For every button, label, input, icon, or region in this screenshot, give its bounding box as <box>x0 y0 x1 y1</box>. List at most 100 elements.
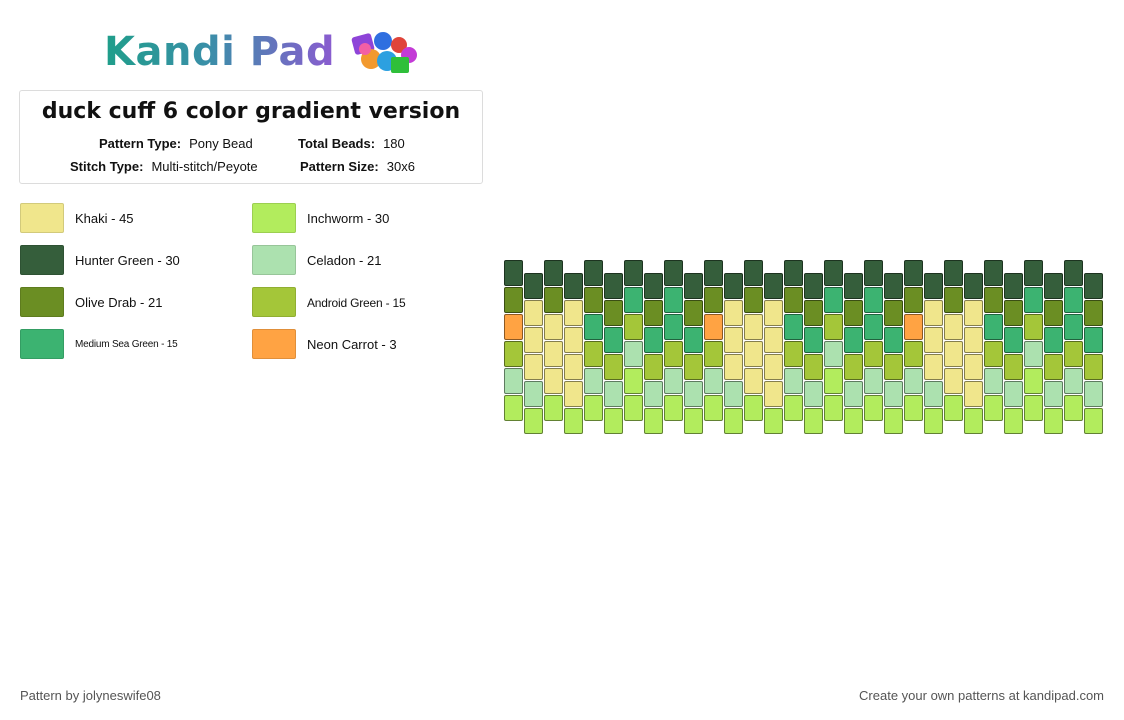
bead <box>1024 287 1043 313</box>
kandipad-link[interactable]: Create your own patterns at kandipad.com <box>859 688 1104 703</box>
bead <box>544 341 563 367</box>
bead <box>704 287 723 313</box>
bead <box>904 260 923 286</box>
bead <box>784 395 803 421</box>
bead <box>504 287 523 313</box>
bead <box>564 408 583 434</box>
stitch-type-value: Multi-stitch/Peyote <box>151 159 258 174</box>
bead <box>704 368 723 394</box>
bead <box>804 381 823 407</box>
bead <box>704 260 723 286</box>
swatch-celadon <box>252 245 296 275</box>
bead <box>864 314 883 340</box>
bead <box>984 368 1003 394</box>
bead <box>524 300 543 326</box>
bead <box>864 341 883 367</box>
bead <box>804 327 823 353</box>
pattern-credit[interactable]: Pattern by jolyneswife08 <box>20 688 161 703</box>
bead <box>644 381 663 407</box>
bead <box>724 408 743 434</box>
bead <box>1064 368 1083 394</box>
bead <box>1084 300 1103 326</box>
bead <box>924 354 943 380</box>
bead <box>624 314 643 340</box>
bead <box>864 368 883 394</box>
bead <box>1024 314 1043 340</box>
bead <box>504 395 523 421</box>
bead <box>564 381 583 407</box>
bead <box>864 287 883 313</box>
bead <box>824 341 843 367</box>
bead <box>944 395 963 421</box>
bead <box>624 341 643 367</box>
bead <box>804 300 823 326</box>
pattern-type: Pattern Type: Pony Bead <box>99 136 253 151</box>
bead <box>884 273 903 299</box>
bead <box>844 327 863 353</box>
bead <box>644 354 663 380</box>
bead <box>1024 260 1043 286</box>
bead <box>664 287 683 313</box>
bead <box>764 273 783 299</box>
bead <box>504 260 523 286</box>
total-beads-value: 180 <box>383 136 405 151</box>
pattern-title: duck cuff 6 color gradient version <box>41 99 461 124</box>
bead <box>824 314 843 340</box>
bead <box>604 408 623 434</box>
pattern-type-value: Pony Bead <box>189 136 253 151</box>
kandi-pad-logo[interactable]: Kandi Pad <box>104 22 421 82</box>
bead <box>964 327 983 353</box>
pattern-size-label: Pattern Size: <box>300 159 379 174</box>
legend-label-medium-sea-green: Medium Sea Green - 15 <box>75 339 178 350</box>
bead <box>744 395 763 421</box>
bead <box>624 287 643 313</box>
bead <box>944 314 963 340</box>
bead <box>1044 273 1063 299</box>
bead <box>1064 260 1083 286</box>
bead <box>904 341 923 367</box>
bead <box>524 354 543 380</box>
bead <box>924 381 943 407</box>
bead <box>584 314 603 340</box>
bead <box>824 395 843 421</box>
bead <box>824 287 843 313</box>
bead <box>884 327 903 353</box>
bead <box>884 354 903 380</box>
bead <box>904 368 923 394</box>
legend-label-olive-drab: Olive Drab - 21 <box>75 295 163 310</box>
bead <box>684 327 703 353</box>
pattern-type-label: Pattern Type: <box>99 136 182 151</box>
bead <box>724 327 743 353</box>
bead <box>924 300 943 326</box>
bead <box>744 341 763 367</box>
bead <box>924 327 943 353</box>
bead <box>504 341 523 367</box>
swatch-hunter-green <box>20 245 64 275</box>
brand-name: Kandi Pad <box>104 29 336 75</box>
swatch-neon-carrot <box>252 329 296 359</box>
bead <box>824 368 843 394</box>
bead <box>524 408 543 434</box>
bead <box>944 260 963 286</box>
bead <box>724 354 743 380</box>
swatch-medium-sea-green <box>20 329 64 359</box>
bead <box>644 300 663 326</box>
bead <box>544 368 563 394</box>
bead <box>1044 408 1063 434</box>
bead <box>1004 300 1023 326</box>
bead <box>984 341 1003 367</box>
bead <box>704 395 723 421</box>
bead <box>904 314 923 340</box>
bead <box>984 287 1003 313</box>
bead <box>924 408 943 434</box>
bead <box>784 260 803 286</box>
total-beads: Total Beads: 180 <box>298 136 405 151</box>
bead <box>704 314 723 340</box>
bead <box>884 408 903 434</box>
bead <box>1084 327 1103 353</box>
bead <box>984 395 1003 421</box>
bead <box>1024 395 1043 421</box>
bead <box>844 408 863 434</box>
bead <box>584 287 603 313</box>
bead <box>984 314 1003 340</box>
